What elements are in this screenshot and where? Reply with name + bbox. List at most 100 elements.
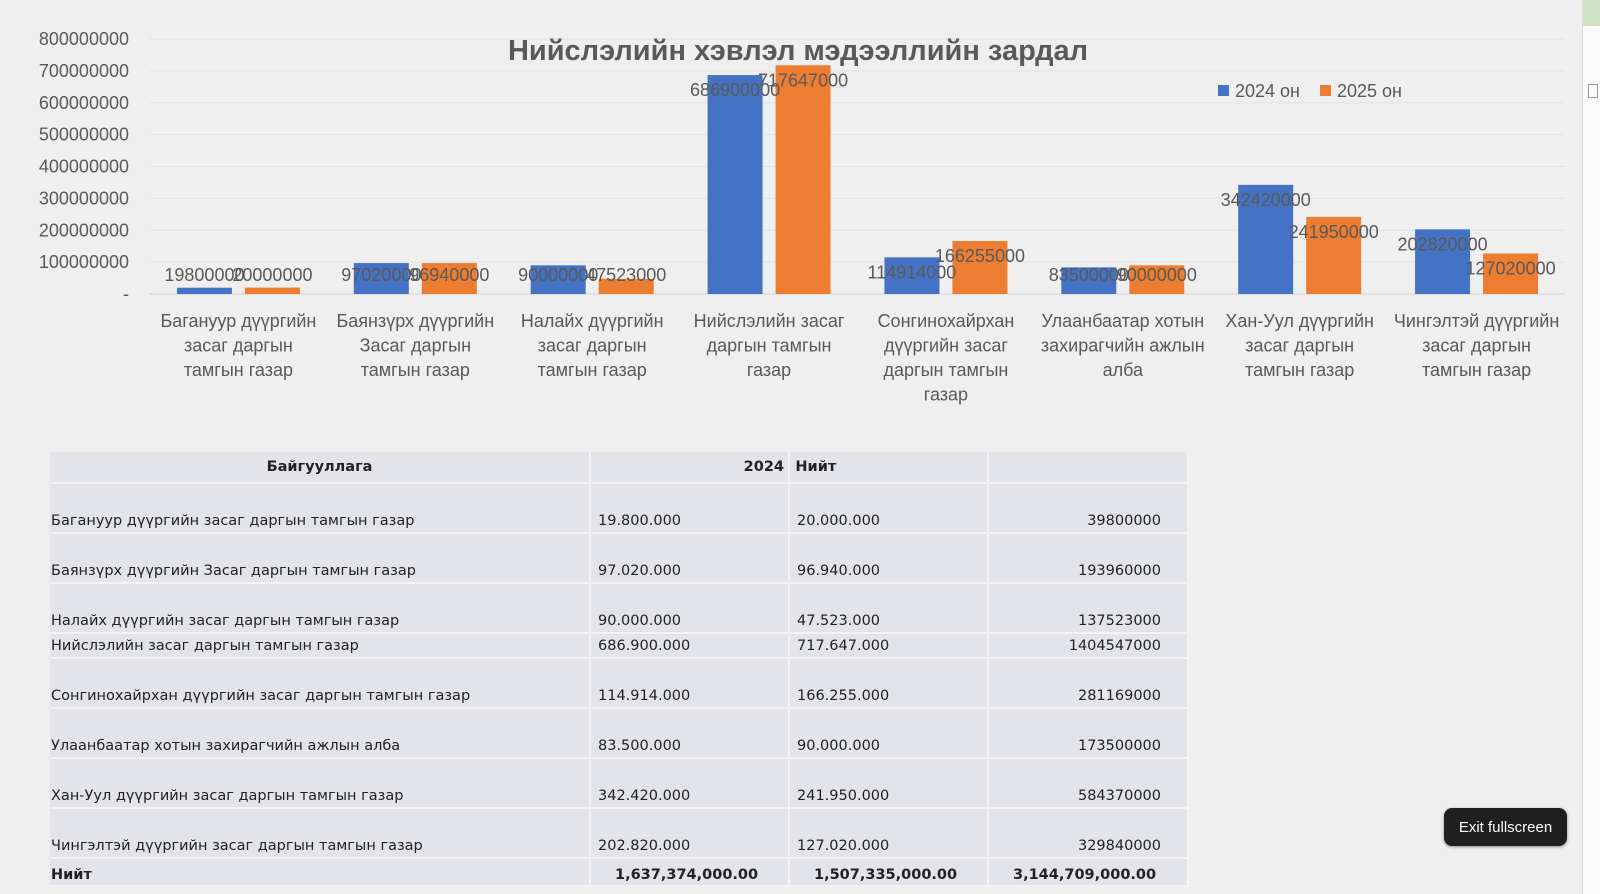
data-label: 686900000	[690, 80, 780, 100]
chart-title: Нийслэлийн хэвлэл мэдээллийн зардал	[508, 35, 1088, 67]
category-label: даргын тамгын	[707, 336, 832, 356]
data-label: 90000000	[518, 265, 598, 285]
cell-total: 1404547000	[988, 633, 1189, 659]
category-label: засаг даргын	[538, 336, 647, 356]
category-label: захирагчийн ажлын	[1041, 336, 1205, 356]
table-row: Нийслэлийн засаг даргын тамгын газар 686…	[50, 633, 1189, 659]
table-row: Баянзүрх дүүргийн Засаг даргын тамгын га…	[50, 533, 1189, 584]
bar	[1061, 267, 1117, 294]
table-row: Налайх дүүргийн засаг даргын тамгын газа…	[50, 583, 1189, 634]
data-label: 96940000	[409, 265, 489, 285]
cell-organization: Налайх дүүргийн засаг даргын тамгын газа…	[50, 583, 591, 634]
category-label: газар	[924, 385, 968, 405]
cell-organization: Хан-Уул дүүргийн засаг даргын тамгын газ…	[50, 758, 591, 809]
bar	[1306, 216, 1362, 294]
side-panel-edge	[1582, 0, 1600, 894]
cell-organization: Улаанбаатар хотын захирагчийн ажлын алба	[50, 708, 591, 759]
category-label: Баянзүрх дүүргийн	[336, 311, 494, 331]
data-label: 166255000	[935, 246, 1025, 266]
total-grand: 3,144,709,000.00	[988, 858, 1189, 887]
category-label: Чингэлтэй дүүргийн	[1394, 311, 1559, 331]
bar	[952, 241, 1008, 294]
table-header-row: Байгууллага 2024 2025 Нийт	[50, 452, 1189, 484]
data-label: 127020000	[1466, 259, 1556, 279]
total-2025: 1,507,335,000.00	[789, 858, 989, 887]
y-tick-label: 800000000	[39, 29, 129, 49]
cell-organization: Баянзүрх дүүргийн Засаг даргын тамгын га…	[50, 533, 591, 584]
cell-total: 173500000	[988, 708, 1189, 759]
legend-swatch	[1218, 85, 1229, 96]
table-row: Сонгинохайрхан дүүргийн засаг даргын там…	[50, 658, 1189, 709]
cell-organization: Сонгинохайрхан дүүргийн засаг даргын там…	[50, 658, 591, 709]
data-label: 19800000	[164, 265, 244, 285]
bar	[1129, 265, 1185, 294]
data-label: 202820000	[1398, 234, 1488, 254]
category-label: тамгын газар	[538, 360, 647, 380]
category-label: засаг даргын	[184, 336, 293, 356]
data-table: Байгууллага 2024 2025 Нийт Багануур дүүр…	[50, 452, 1189, 887]
bar-chart: - 100000000 200000000 300000000 400000000 500…	[39, 29, 1565, 405]
cell-2025: 717.647.000	[789, 633, 989, 659]
bar	[598, 278, 654, 294]
header-2024: 2024	[590, 452, 790, 484]
cell-2025: 96.940.000	[789, 533, 989, 584]
cell-organization: Нийслэлийн засаг даргын тамгын газар	[50, 633, 591, 659]
data-label: 342420000	[1221, 190, 1311, 210]
y-tick-label: 400000000	[39, 157, 129, 177]
bar	[775, 65, 831, 294]
y-tick-label: 200000000	[39, 220, 129, 240]
legend-label: 2025 он	[1337, 81, 1402, 101]
category-label: алба	[1103, 360, 1144, 380]
total-2024: 1,637,374,000.00	[590, 858, 790, 887]
bar	[176, 287, 232, 294]
total-label: Нийт	[50, 858, 591, 887]
category-label: засаг даргын	[1422, 336, 1531, 356]
legend-label: 2024 он	[1235, 81, 1300, 101]
data-label: 90000000	[1117, 265, 1197, 285]
table-row: Чингэлтэй дүүргийн засаг даргын тамгын г…	[50, 808, 1189, 859]
cell-total: 193960000	[988, 533, 1189, 584]
category-label: засаг даргын	[1245, 336, 1354, 356]
cell-2024: 114.914.000	[590, 658, 790, 709]
data-label: 97020000	[341, 265, 421, 285]
data-label: 47523000	[586, 265, 666, 285]
table-row: Улаанбаатар хотын захирагчийн ажлын алба…	[50, 708, 1189, 759]
category-label: Засаг даргын	[360, 336, 471, 356]
side-tab	[1583, 0, 1600, 26]
table-row: Багануур дүүргийн засаг даргын тамгын га…	[50, 483, 1189, 534]
y-tick-label: 300000000	[39, 188, 129, 208]
cell-total: 137523000	[988, 583, 1189, 634]
cell-2025: 127.020.000	[789, 808, 989, 859]
category-label: газар	[747, 360, 791, 380]
exit-fullscreen-button[interactable]: Exit fullscreen	[1444, 808, 1567, 846]
y-tick-label: -	[123, 284, 129, 304]
bar	[1415, 229, 1471, 294]
bar	[421, 263, 477, 294]
cell-organization: Чингэлтэй дүүргийн засаг даргын тамгын г…	[50, 808, 591, 859]
legend-swatch	[1320, 85, 1331, 96]
data-label: 20000000	[232, 265, 312, 285]
category-label: тамгын газар	[184, 360, 293, 380]
category-label: Хан-Уул дүүргийн	[1225, 311, 1374, 331]
cell-2024: 202.820.000	[590, 808, 790, 859]
bar	[1238, 184, 1294, 294]
data-label: 83500000	[1049, 265, 1129, 285]
cell-total: 329840000	[988, 808, 1189, 859]
category-label: тамгын газар	[361, 360, 470, 380]
data-label: 241950000	[1289, 222, 1379, 242]
cell-2024: 686.900.000	[590, 633, 790, 659]
category-label: Улаанбаатар хотын	[1041, 311, 1204, 331]
cell-2024: 83.500.000	[590, 708, 790, 759]
y-tick-label: 100000000	[39, 252, 129, 272]
bar	[1483, 253, 1539, 294]
cell-2024: 19.800.000	[590, 483, 790, 534]
y-tick-label: 600000000	[39, 93, 129, 113]
category-label: тамгын газар	[1245, 360, 1354, 380]
cell-total: 584370000	[988, 758, 1189, 809]
data-label: 114914000	[868, 262, 957, 282]
data-label: 717647000	[758, 70, 848, 90]
side-icon	[1588, 84, 1598, 98]
category-label: Нийслэлийн засаг	[694, 311, 845, 331]
bar	[530, 265, 586, 294]
y-tick-label: 500000000	[39, 125, 129, 145]
